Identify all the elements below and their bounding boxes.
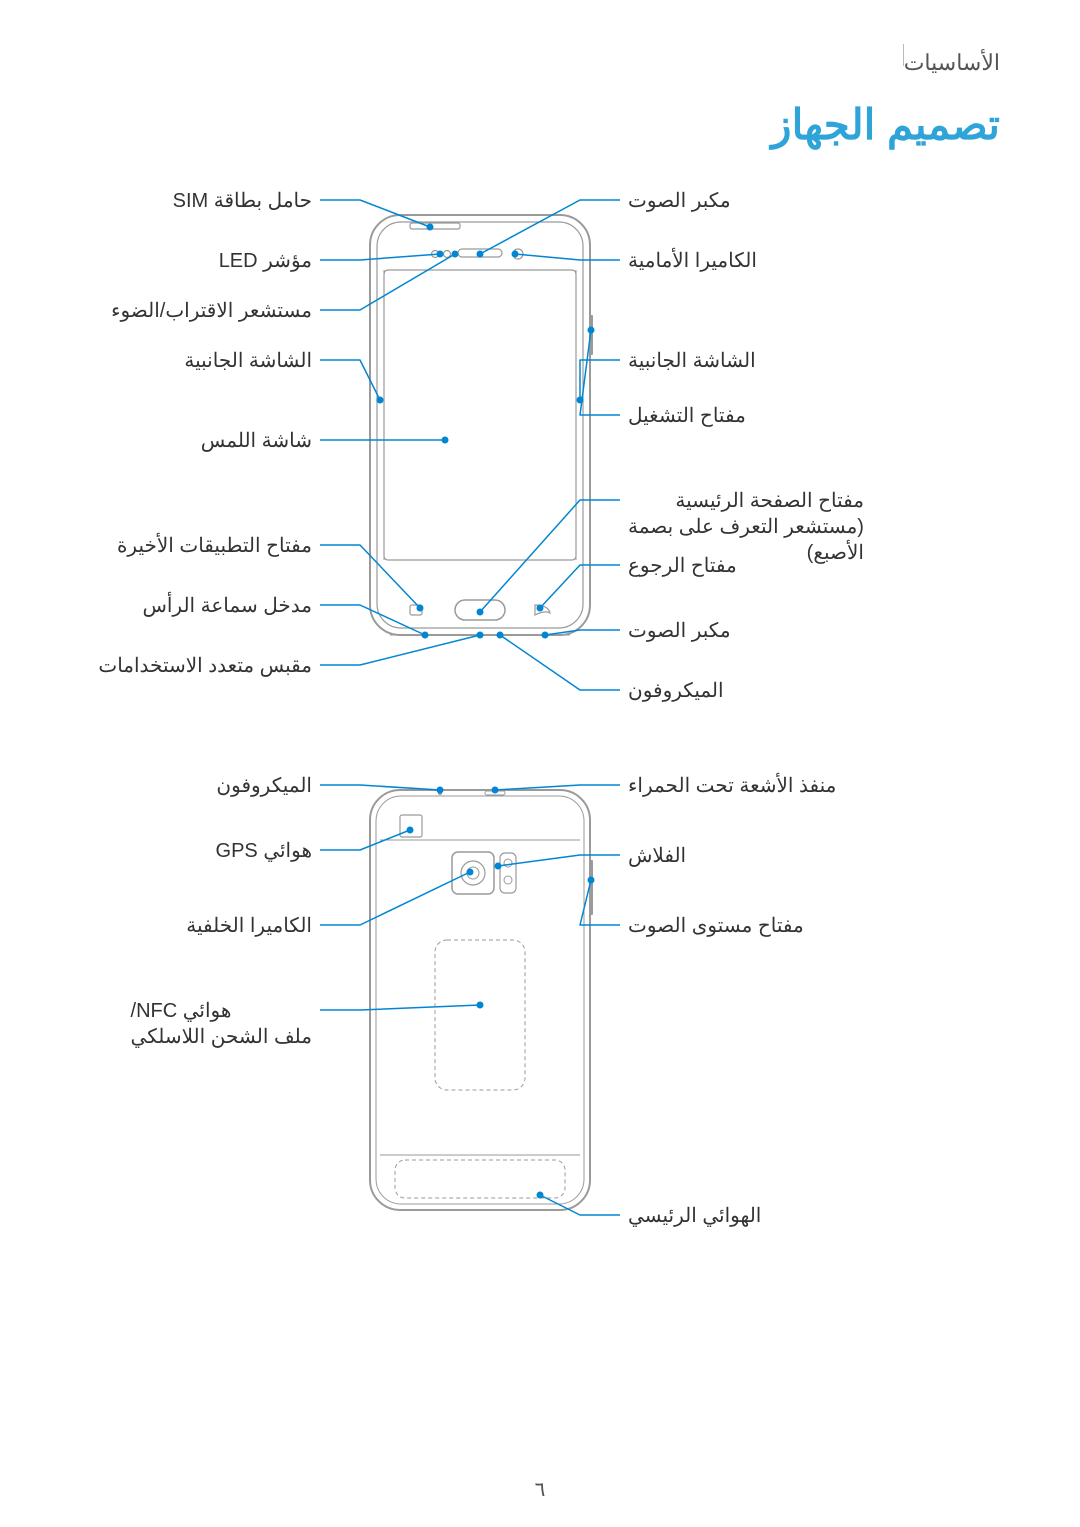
callout-speaker_top: مكبر الصوت [628, 188, 731, 213]
callout-led: مؤشر LED [219, 248, 312, 273]
callout-prox: مستشعر الاقتراب/الضوء [111, 298, 312, 323]
callout-front_cam: الكاميرا الأمامية [628, 248, 757, 273]
callout-ant: الهوائي الرئيسي [628, 1203, 761, 1228]
callout-jack: مدخل سماعة الرأس [142, 593, 312, 618]
callout-ir: منفذ الأشعة تحت الحمراء [628, 773, 836, 798]
page-title: تصميم الجهاز [771, 100, 1000, 149]
callout-mic_t: الميكروفون [216, 773, 312, 798]
callout-flash: الفلاش [628, 843, 686, 868]
callout-sim: حامل بطاقة SIM [173, 188, 312, 213]
page-number: ٦ [535, 1477, 546, 1502]
callout-recent: مفتاح التطبيقات الأخيرة [117, 533, 312, 558]
device-diagram-svg [0, 0, 1080, 1527]
header-divider [903, 44, 904, 66]
breadcrumb: الأساسيات [904, 50, 1000, 76]
callout-mic_b: الميكروفون [628, 678, 724, 703]
callout-touch: شاشة اللمس [201, 428, 312, 453]
callout-edge_r: الشاشة الجانبية [628, 348, 756, 373]
callout-speaker_b: مكبر الصوت [628, 618, 731, 643]
callout-nfc: هوائي NFC/ ملف الشحن اللاسلكي [131, 998, 312, 1050]
callout-edge_l: الشاشة الجانبية [184, 348, 312, 373]
callout-gps: هوائي GPS [216, 838, 312, 863]
callout-volume: مفتاح مستوى الصوت [628, 913, 804, 938]
callout-power: مفتاح التشغيل [628, 403, 746, 428]
callout-rear_cam: الكاميرا الخلفية [186, 913, 312, 938]
callout-multi: مقبس متعدد الاستخدامات [98, 653, 312, 678]
callout-back: مفتاح الرجوع [628, 553, 737, 578]
